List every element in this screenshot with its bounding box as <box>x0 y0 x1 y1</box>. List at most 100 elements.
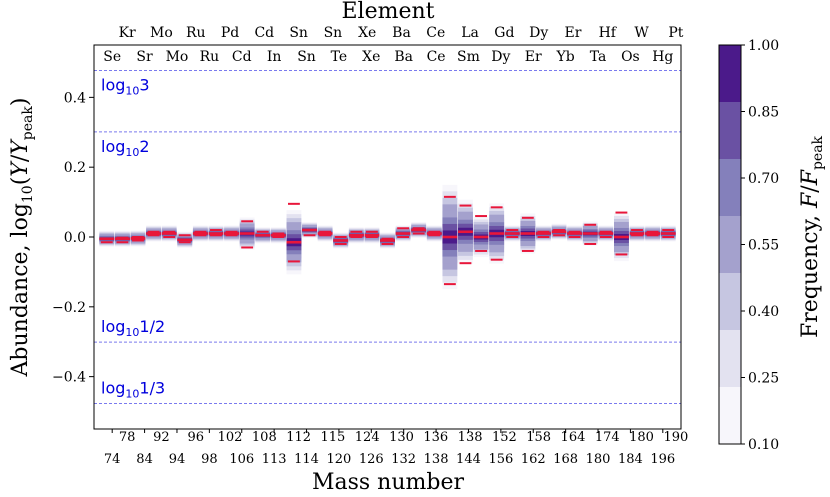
colorbar-title-num: F <box>798 192 823 209</box>
mass-label-lower: 144 <box>456 452 481 467</box>
bands-layer <box>99 184 676 290</box>
element-label-inner: Ru <box>200 49 220 65</box>
element-label-outer: Dy <box>529 25 548 41</box>
y-axis-title-prefix: Abundance, log <box>8 203 33 377</box>
element-label-outer: W <box>634 25 649 41</box>
colorbar-segment <box>719 216 741 273</box>
colorbar-segment <box>719 159 741 216</box>
reference-line-label-base: log <box>101 137 125 156</box>
y-axis-title-slash: / <box>8 154 33 162</box>
mass-label-upper: 138 <box>458 430 483 445</box>
element-label-outer: Pt <box>668 25 683 41</box>
colorbar-tick-label: 0.55 <box>748 238 779 254</box>
colorbar-segment <box>719 330 741 387</box>
mass-label-lower: 120 <box>327 452 352 467</box>
colorbar: 0.10 0.25 0.40 0.55 0.70 0.85 1.00 <box>718 38 779 453</box>
element-label-inner: Dy <box>491 49 510 65</box>
mass-label-lower: 98 <box>201 452 218 467</box>
mass-label-lower: 84 <box>136 452 153 467</box>
mass-label-upper: 112 <box>286 430 311 445</box>
reference-line-label-arg: 3 <box>139 75 149 94</box>
mass-label-lower: 196 <box>650 452 675 467</box>
element-label-outer: Gd <box>494 25 514 41</box>
reference-line-label-arg: 1/2 <box>139 317 165 336</box>
element-label-outer: Mo <box>150 25 173 41</box>
y-axis-title-den-sub: peak <box>20 106 36 141</box>
colorbar-segment <box>719 102 741 159</box>
mass-label-upper: 92 <box>153 430 170 445</box>
colorbar-segment <box>719 387 741 444</box>
colorbar-title: Frequency, F/Fpeak <box>798 135 826 338</box>
mass-label-upper: 164 <box>561 430 586 445</box>
element-label-inner: Se <box>103 49 121 65</box>
mass-label-upper: 78 <box>119 430 136 445</box>
element-label-inner: Ta <box>590 49 607 65</box>
element-label-inner: Ce <box>427 49 446 65</box>
mass-label-upper: 108 <box>252 430 277 445</box>
reference-line-label: log103 <box>101 75 150 97</box>
element-label-inner: Cd <box>232 49 252 65</box>
mass-label-upper: 115 <box>320 430 345 445</box>
mass-label-lower: 94 <box>169 452 186 467</box>
mass-label-upper: 180 <box>629 430 654 445</box>
element-label-outer: Ce <box>426 25 445 41</box>
y-axis-title-num: Y <box>8 160 33 177</box>
mass-label-lower: 126 <box>359 452 384 467</box>
reference-line-label-base: log <box>101 379 125 398</box>
mass-label-upper: 96 <box>187 430 204 445</box>
mass-label-upper: 136 <box>423 430 448 445</box>
y-tick-label: −0.2 <box>52 300 86 316</box>
y-axis-title-sub: 10 <box>20 185 36 203</box>
element-label-outer: Cd <box>254 25 274 41</box>
mass-label-upper: 152 <box>492 430 517 445</box>
mass-label-lower: 106 <box>229 452 254 467</box>
mass-label-lower: 162 <box>521 452 546 467</box>
y-tick-label: 0.2 <box>64 160 86 176</box>
colorbar-segment <box>719 273 741 330</box>
colorbar-tick-label: 0.40 <box>748 304 779 320</box>
mass-label-lower: 114 <box>294 452 319 467</box>
colorbar-tick-label: 1.00 <box>748 38 779 54</box>
mass-label-lower: 184 <box>618 452 643 467</box>
element-label-inner: Yb <box>556 49 575 65</box>
reference-line-label-arg: 2 <box>139 137 149 156</box>
element-label-outer: La <box>461 25 479 41</box>
colorbar-tick-label: 0.25 <box>748 371 779 387</box>
colorbar-title-slash: / <box>798 185 823 193</box>
element-label-outer: Sn <box>324 25 343 41</box>
colorbar-title-den: F <box>798 169 823 186</box>
element-label-outer: Xe <box>358 25 376 41</box>
mass-label-lower: 138 <box>424 452 449 467</box>
element-label-inner: Sm <box>457 49 480 65</box>
chart-title: Element <box>341 0 434 24</box>
colorbar-title-den-sub: peak <box>810 135 826 170</box>
element-label-outer: Sn <box>289 25 308 41</box>
colorbar-tick-label: 0.85 <box>748 105 779 121</box>
mass-label-upper: 190 <box>663 430 688 445</box>
y-tick-label: 0.0 <box>64 230 86 246</box>
mass-label-lower: 156 <box>488 452 513 467</box>
mass-label-upper: 158 <box>526 430 551 445</box>
colorbar-tick-label: 0.70 <box>748 171 779 187</box>
reference-line-label: log101/2 <box>101 317 165 339</box>
reference-line-label-sub: 10 <box>125 146 139 159</box>
mass-label-lower: 168 <box>553 452 578 467</box>
y-axis-title-den: Y <box>8 138 33 155</box>
element-label-inner: Os <box>621 49 640 65</box>
reference-line-label-sub: 10 <box>125 84 139 97</box>
element-label-inner: Ba <box>394 49 413 65</box>
y-axis-title-open: ( <box>8 177 33 186</box>
colorbar-tick-label: 0.10 <box>748 437 779 453</box>
colorbar-title-prefix: Frequency, <box>798 208 823 338</box>
x-axis-title: Mass number <box>312 470 465 492</box>
reference-line-label-sub: 10 <box>125 388 139 401</box>
mass-label-upper: 102 <box>218 430 243 445</box>
mass-label-lower: 74 <box>104 452 121 467</box>
element-label-outer: Pd <box>221 25 239 41</box>
mass-label-lower: 113 <box>262 452 287 467</box>
y-axis-title: Abundance, log10(Y/Ypeak) <box>8 98 36 378</box>
mass-label-upper: 130 <box>389 430 414 445</box>
